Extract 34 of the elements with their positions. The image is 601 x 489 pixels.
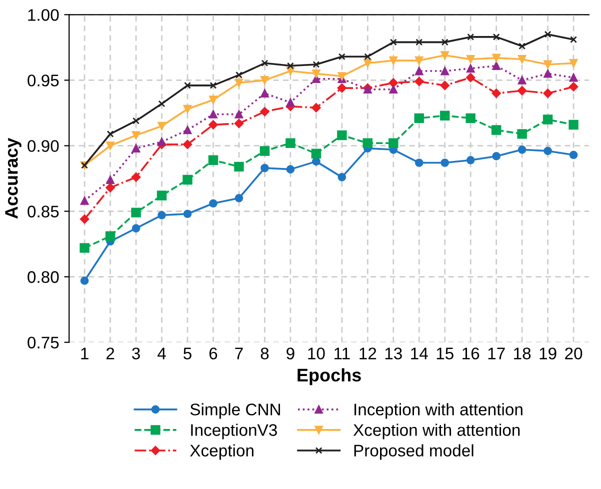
- x-tick-label: 7: [235, 348, 243, 360]
- x-tick-label: 19: [540, 348, 556, 360]
- x-axis-title: Epochs: [298, 368, 361, 386]
- x-tick-label: 10: [308, 348, 325, 360]
- x-tick-label: 16: [462, 348, 480, 360]
- x-tick-label: 5: [184, 348, 192, 360]
- y-tick-label: 0.90: [28, 140, 59, 152]
- legend-label: InceptionV3: [191, 424, 277, 440]
- y-tick-label: 0.95: [28, 74, 59, 86]
- x-tick-label: 6: [209, 348, 218, 360]
- x-tick-label: 2: [106, 348, 114, 360]
- x-tick-label: 1: [81, 348, 88, 360]
- legend-label: Inception with attention: [354, 403, 522, 419]
- legend-label: Xception with attention: [353, 424, 520, 440]
- x-tick-label: 17: [488, 348, 505, 360]
- x-tick-label: 18: [514, 348, 531, 360]
- x-tick-label: 15: [436, 348, 454, 360]
- y-tick-label: 1.00: [28, 9, 59, 21]
- y-axis-title: Accuracy: [5, 138, 22, 219]
- legend-label: Proposed model: [354, 444, 474, 460]
- x-tick-label: 13: [385, 348, 402, 360]
- y-tick-label: 0.80: [28, 271, 59, 283]
- legend-label: Simple CNN: [190, 403, 280, 419]
- y-tick-label: 0.85: [28, 206, 59, 218]
- x-tick-label: 9: [286, 348, 294, 360]
- legend-label: Xception: [190, 444, 254, 460]
- x-tick-label: 3: [132, 348, 140, 360]
- x-tick-label: 14: [411, 348, 428, 360]
- x-tick-label: 8: [260, 348, 269, 360]
- x-tick-label: 20: [565, 348, 582, 360]
- x-tick-label: 4: [158, 348, 166, 360]
- x-tick-label: 12: [360, 348, 376, 360]
- y-tick-label: 0.75: [28, 336, 59, 349]
- x-tick-label: 11: [334, 348, 350, 360]
